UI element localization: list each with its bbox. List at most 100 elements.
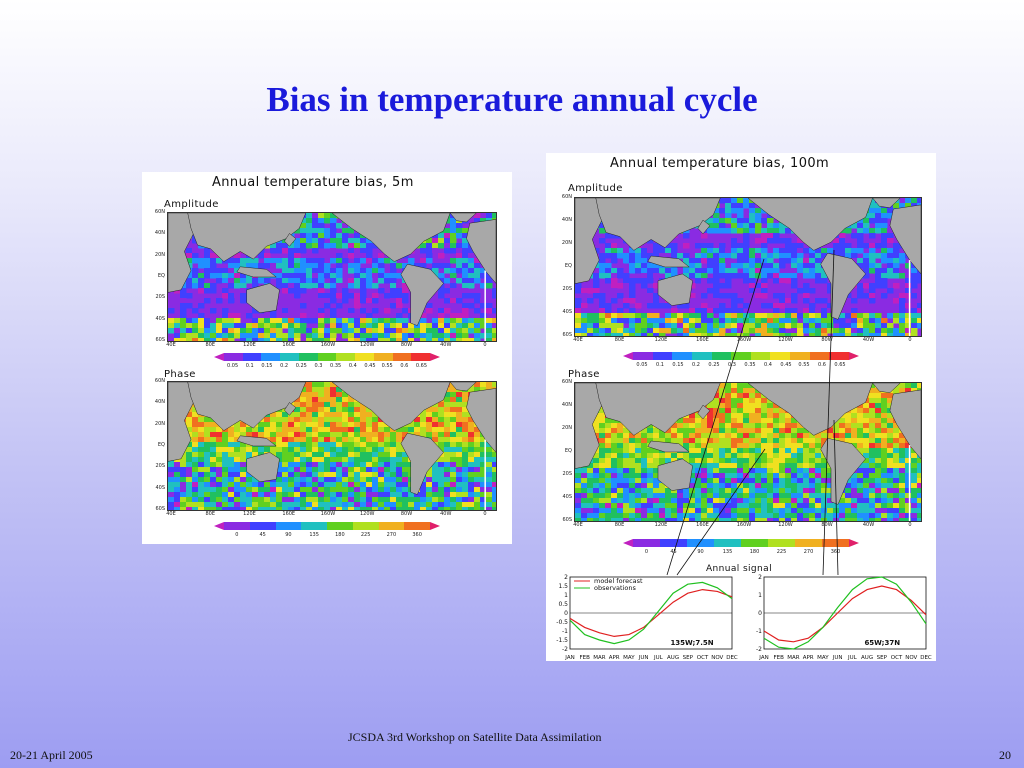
field-cell: [312, 487, 319, 493]
field-cell: [743, 443, 750, 449]
field-cell: [276, 258, 283, 264]
field-cell: [899, 453, 906, 459]
field-cell: [719, 223, 726, 229]
field-cell: [743, 458, 750, 464]
field-cell: [294, 437, 301, 443]
field-cell: [875, 293, 882, 299]
field-cell: [180, 462, 187, 468]
field-cell: [402, 467, 409, 473]
field-cell: [581, 308, 588, 314]
field-cell: [659, 328, 666, 334]
field-cell: [306, 273, 313, 279]
field-cell: [701, 333, 708, 336]
field-cell: [647, 278, 654, 284]
field-cell: [815, 318, 822, 324]
field-cell: [192, 442, 199, 448]
field-cell: [306, 482, 313, 488]
field-cell: [240, 487, 247, 493]
field-cell: [378, 422, 385, 428]
field-cell: [905, 453, 912, 459]
lat-tick-label: 60S: [155, 337, 165, 343]
field-cell: [683, 418, 690, 424]
field-cell: [743, 238, 750, 244]
field-cell: [767, 238, 774, 244]
field-cell: [737, 453, 744, 459]
field-cell: [474, 507, 481, 510]
field-cell: [731, 418, 738, 424]
field-cell: [647, 263, 654, 269]
field-cell: [438, 323, 445, 329]
field-cell: [587, 333, 594, 336]
field-cell: [444, 298, 451, 304]
field-cell: [348, 502, 355, 508]
field-cell: [617, 433, 624, 439]
field-cell: [587, 318, 594, 324]
field-cell: [839, 308, 846, 314]
field-cell: [456, 502, 463, 508]
field-cell: [426, 248, 433, 254]
field-cell: [749, 228, 756, 234]
field-cell: [348, 427, 355, 433]
field-cell: [432, 293, 439, 299]
field-cell: [402, 288, 409, 294]
field-cell: [587, 463, 594, 469]
field-cell: [198, 472, 205, 478]
field-cell: [438, 467, 445, 473]
field-cell: [264, 492, 271, 498]
field-cell: [791, 438, 798, 444]
field-cell: [845, 323, 852, 329]
field-cell: [342, 328, 349, 334]
field-cell: [611, 313, 618, 319]
field-cell: [372, 417, 379, 423]
field-cell: [869, 448, 876, 454]
field-cell: [773, 248, 780, 254]
field-cell: [785, 443, 792, 449]
field-cell: [881, 258, 888, 264]
field-cell: [474, 338, 481, 341]
field-cell: [360, 442, 367, 448]
field-cell: [432, 462, 439, 468]
field-cell: [444, 288, 451, 294]
field-cell: [731, 198, 738, 204]
field-cell: [366, 318, 373, 324]
field-cell: [288, 422, 295, 428]
field-cell: [222, 482, 229, 488]
field-cell: [306, 338, 313, 341]
field-cell: [707, 418, 714, 424]
field-cell: [695, 433, 702, 439]
field-cell: [186, 452, 193, 458]
field-cell: [330, 328, 337, 334]
field-cell: [192, 427, 199, 433]
field-cell: [384, 427, 391, 433]
field-cell: [791, 243, 798, 249]
field-cell: [222, 288, 229, 294]
field-cell: [348, 417, 355, 423]
field-cell: [282, 472, 289, 478]
field-cell: [300, 243, 307, 249]
lon-tick-label: 40E: [166, 342, 176, 348]
field-cell: [863, 228, 870, 234]
field-cell: [366, 502, 373, 508]
field-cell: [318, 223, 325, 229]
field-cell: [881, 428, 888, 434]
field-cell: [695, 468, 702, 474]
field-cell: [366, 253, 373, 259]
field-cell: [360, 437, 367, 443]
field-cell: [917, 273, 921, 279]
field-cell: [743, 408, 750, 414]
colorbar-segment: [373, 353, 393, 361]
colorbar-tick-label: 0.55: [381, 363, 393, 369]
field-cell: [755, 293, 762, 299]
left-amplitude-colorbar-ticks: 0.05 0.1 0.15 0.2 0.25 0.3 0.35 0.4 0.45 0.55 0.6 0…: [224, 363, 430, 369]
field-cell: [444, 477, 451, 483]
field-cell: [635, 303, 642, 309]
field-cell: [755, 423, 762, 429]
field-cell: [905, 203, 912, 209]
field-cell: [713, 418, 720, 424]
field-cell: [635, 318, 642, 324]
field-cell: [683, 328, 690, 334]
field-cell: [719, 308, 726, 314]
field-cell: [342, 462, 349, 468]
field-cell: [725, 403, 732, 409]
field-cell: [833, 238, 840, 244]
